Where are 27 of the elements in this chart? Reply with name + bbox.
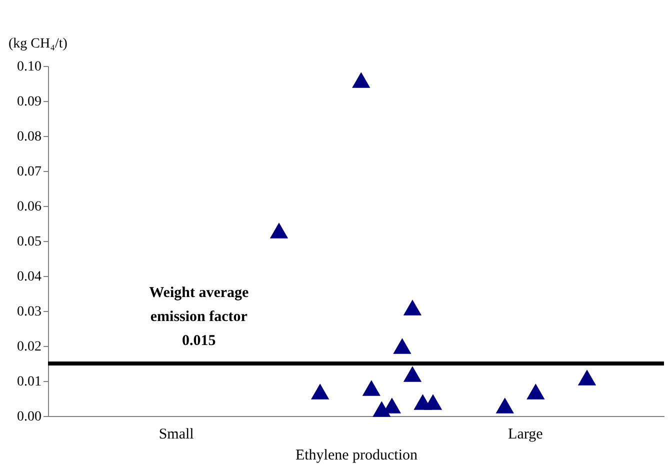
y-tick-label: 0.10	[17, 60, 42, 74]
point	[424, 394, 442, 410]
y-tick-label: 0.07	[17, 164, 42, 180]
x-tick-label: Small	[158, 426, 194, 442]
y-tick-label: 0.06	[17, 200, 42, 214]
y-axis-title: (kg CH₄/t)	[8, 36, 68, 52]
y-tick-label: 0.00	[17, 410, 42, 424]
point	[310, 384, 330, 400]
annotation: Weight average emission factor 0.015	[149, 284, 250, 349]
point	[362, 380, 380, 396]
point	[496, 398, 514, 414]
y-tick-label: 0.03	[17, 304, 42, 320]
y-tick-label: 0.08	[17, 130, 42, 144]
point	[393, 338, 412, 354]
point	[578, 370, 596, 386]
x-axis-title: Ethylene production	[295, 448, 418, 464]
point	[403, 300, 422, 316]
point	[526, 384, 545, 400]
y-tick-label: 0.09	[17, 94, 42, 110]
y-tick-label: 0.05	[17, 234, 42, 250]
x-tick-label: Large	[508, 426, 544, 442]
y-tick-label: 0.04	[17, 270, 42, 284]
point	[352, 72, 370, 88]
y-tick-label: 0.01	[17, 374, 42, 390]
point	[403, 366, 422, 382]
y-tick-label: 0.02	[17, 340, 42, 354]
point	[270, 222, 288, 238]
